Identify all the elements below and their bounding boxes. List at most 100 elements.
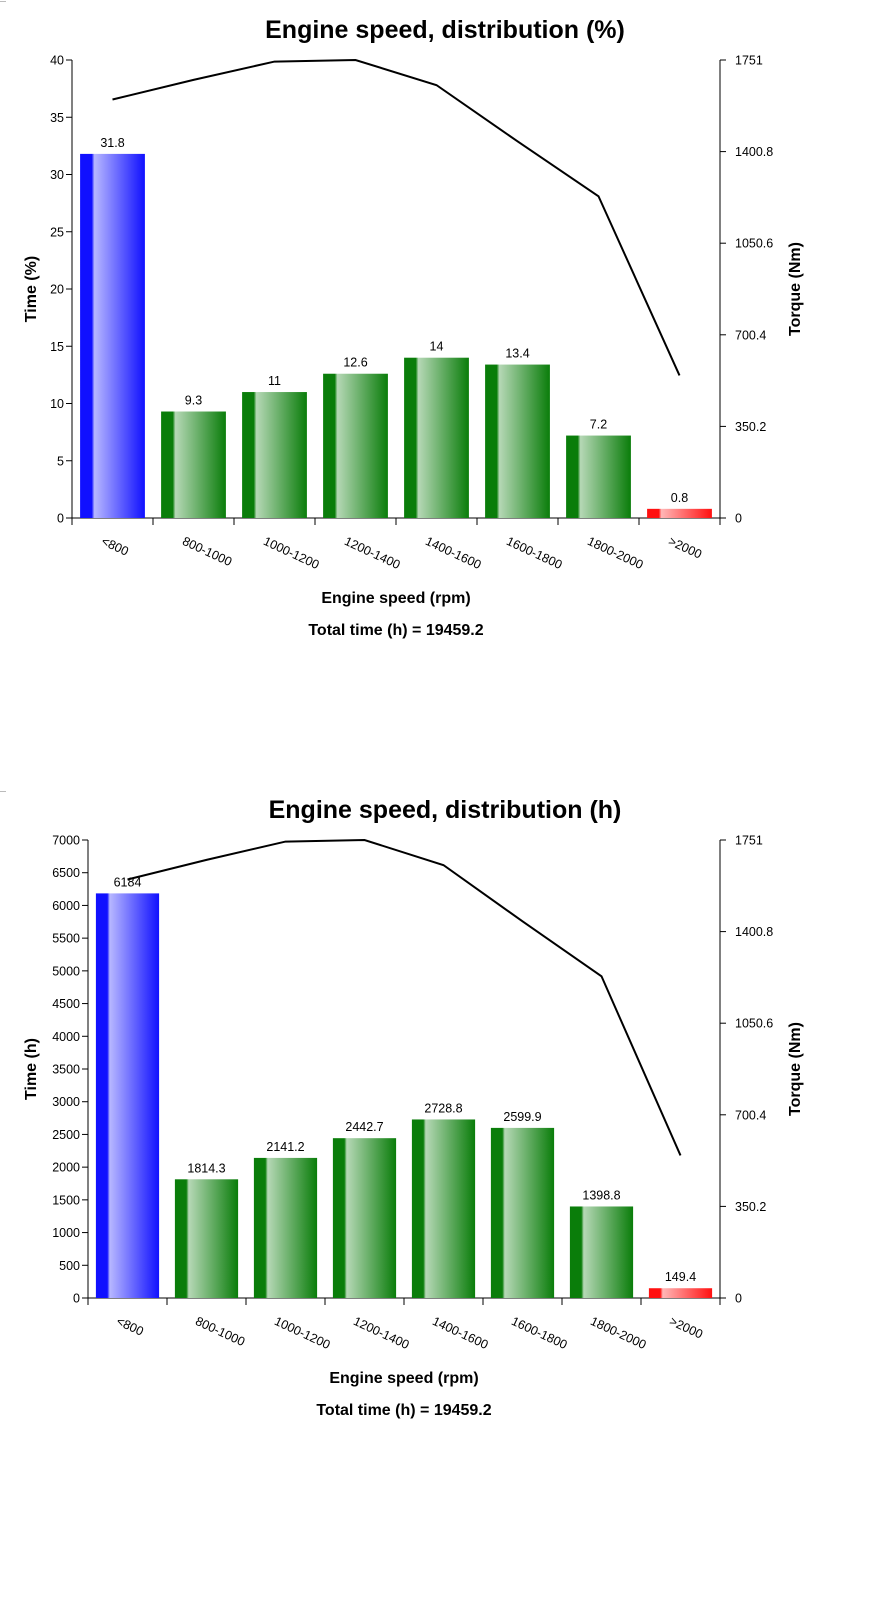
y-tick-label: 10 xyxy=(50,397,64,411)
y-tick-label: 15 xyxy=(50,340,64,354)
y-tick-label: 2000 xyxy=(52,1161,80,1175)
torque-line xyxy=(112,58,681,376)
bar xyxy=(80,153,145,518)
y-axis-label: Time (h) xyxy=(23,1038,40,1100)
bar xyxy=(566,435,631,518)
bar-value-label: 14 xyxy=(430,340,444,354)
bar xyxy=(411,1119,476,1298)
y-tick-label: 35 xyxy=(50,111,64,125)
x-tick-label: <800 xyxy=(114,1314,145,1339)
bar-value-label: 31.8 xyxy=(100,136,124,150)
y-tick-label: 5 xyxy=(57,454,64,468)
x-tick-label: 800-1000 xyxy=(193,1314,247,1349)
y2-tick-label: 350.2 xyxy=(735,420,766,434)
bar-value-label: 2442.7 xyxy=(345,1120,383,1134)
y-tick-label: 500 xyxy=(59,1259,80,1273)
y-tick-label: 0 xyxy=(57,512,64,526)
y-tick-label: 20 xyxy=(50,283,64,297)
bar xyxy=(490,1127,555,1298)
bar-value-label: 11 xyxy=(268,374,281,388)
x-tick-label: >2000 xyxy=(666,534,704,562)
bar-value-label: 9.3 xyxy=(185,394,202,408)
chart-time-percent: Engine speed, distribution (%) 0 5 10 15 20 25… xyxy=(0,0,891,700)
y2-tick-label: 1751 xyxy=(735,54,763,68)
chart-svg: Engine speed, distribution (h) 0 500 1000 15… xyxy=(23,796,804,1419)
y-axis-label: Time (%) xyxy=(23,256,40,322)
chart-title: Engine speed, distribution (%) xyxy=(265,16,625,44)
bar xyxy=(485,364,550,518)
bar xyxy=(404,357,469,518)
bar-value-label: 149.4 xyxy=(665,1270,696,1284)
y2-axis-label: Torque (Nm) xyxy=(787,1022,804,1116)
y-tick-label: 30 xyxy=(50,168,64,182)
left-edge-mark xyxy=(0,791,6,792)
bar xyxy=(332,1138,397,1298)
bar xyxy=(242,392,307,518)
x-axis-label: Engine speed (rpm) xyxy=(329,1370,478,1387)
x-tick-label: 1800-2000 xyxy=(585,534,645,572)
x-tick-label: 1400-1600 xyxy=(423,534,483,572)
y-tick-label: 5000 xyxy=(52,964,80,978)
y2-tick-label: 350.2 xyxy=(735,1200,766,1214)
x-tick-label: 1600-1800 xyxy=(509,1314,569,1352)
total-time-label: Total time (h) = 19459.2 xyxy=(308,622,483,639)
bar-value-label: 12.6 xyxy=(343,356,367,370)
x-tick-label: 1600-1800 xyxy=(504,534,564,572)
y2-axis-label: Torque (Nm) xyxy=(787,242,804,336)
bar-value-label: 6184 xyxy=(114,875,142,889)
y2-tick-label: 1400.8 xyxy=(735,145,773,159)
x-tick-label: <800 xyxy=(99,534,130,559)
x-tick-label: 1800-2000 xyxy=(588,1314,648,1352)
bar xyxy=(95,893,160,1298)
y-tick-label: 3000 xyxy=(52,1095,80,1109)
x-tick-label: 1000-1200 xyxy=(272,1314,332,1352)
bar xyxy=(647,508,712,518)
bar-value-label: 7.2 xyxy=(590,418,607,432)
y-tick-label: 40 xyxy=(50,54,64,68)
x-tick-label: 800-1000 xyxy=(180,534,234,569)
y-tick-label: 6000 xyxy=(52,899,80,913)
bar xyxy=(323,373,388,518)
x-tick-label: 1200-1400 xyxy=(351,1314,411,1352)
y-tick-label: 5500 xyxy=(52,932,80,946)
y2-tick-label: 1400.8 xyxy=(735,925,773,939)
left-edge-mark xyxy=(0,1,6,2)
bar-value-label: 0.8 xyxy=(671,491,688,505)
bar xyxy=(648,1288,713,1298)
y2-tick-label: 0 xyxy=(735,1292,742,1306)
y2-tick-label: 1050.6 xyxy=(735,237,773,251)
bar xyxy=(174,1179,239,1298)
x-tick-label: 1200-1400 xyxy=(342,534,402,572)
y-tick-label: 3500 xyxy=(52,1063,80,1077)
chart-title: Engine speed, distribution (h) xyxy=(269,796,622,824)
y-tick-label: 7000 xyxy=(52,834,80,848)
bar xyxy=(161,411,226,518)
x-tick-label: >2000 xyxy=(667,1314,705,1342)
bar-value-label: 13.4 xyxy=(505,347,529,361)
bar-value-label: 1814.3 xyxy=(187,1161,225,1175)
y2-tick-label: 700.4 xyxy=(735,328,766,342)
y-tick-label: 4000 xyxy=(52,1030,80,1044)
bar xyxy=(569,1206,634,1298)
bar xyxy=(253,1157,318,1298)
y2-tick-label: 0 xyxy=(735,512,742,526)
y2-tick-label: 1751 xyxy=(735,834,763,848)
total-time-label: Total time (h) = 19459.2 xyxy=(316,1402,491,1419)
y-tick-label: 6500 xyxy=(52,866,80,880)
x-axis-label: Engine speed (rpm) xyxy=(321,590,470,607)
x-tick-label: 1000-1200 xyxy=(261,534,321,572)
y-tick-label: 1000 xyxy=(52,1226,80,1240)
y-tick-label: 1500 xyxy=(52,1193,80,1207)
chart-time-hours: Engine speed, distribution (h) 0 500 1000 15… xyxy=(0,780,891,1480)
y2-tick-label: 1050.6 xyxy=(735,1017,773,1031)
y2-tick-label: 700.4 xyxy=(735,1108,766,1122)
bar-value-label: 2141.2 xyxy=(266,1140,304,1154)
bar-value-label: 2728.8 xyxy=(424,1101,462,1115)
y-tick-label: 2500 xyxy=(52,1128,80,1142)
x-tick-label: 1400-1600 xyxy=(430,1314,490,1352)
y-tick-label: 25 xyxy=(50,225,64,239)
y-tick-label: 0 xyxy=(73,1292,80,1306)
bar-value-label: 2599.9 xyxy=(503,1110,541,1124)
chart-svg: Engine speed, distribution (%) 0 5 10 15 20 25… xyxy=(23,16,804,639)
y-tick-label: 4500 xyxy=(52,997,80,1011)
